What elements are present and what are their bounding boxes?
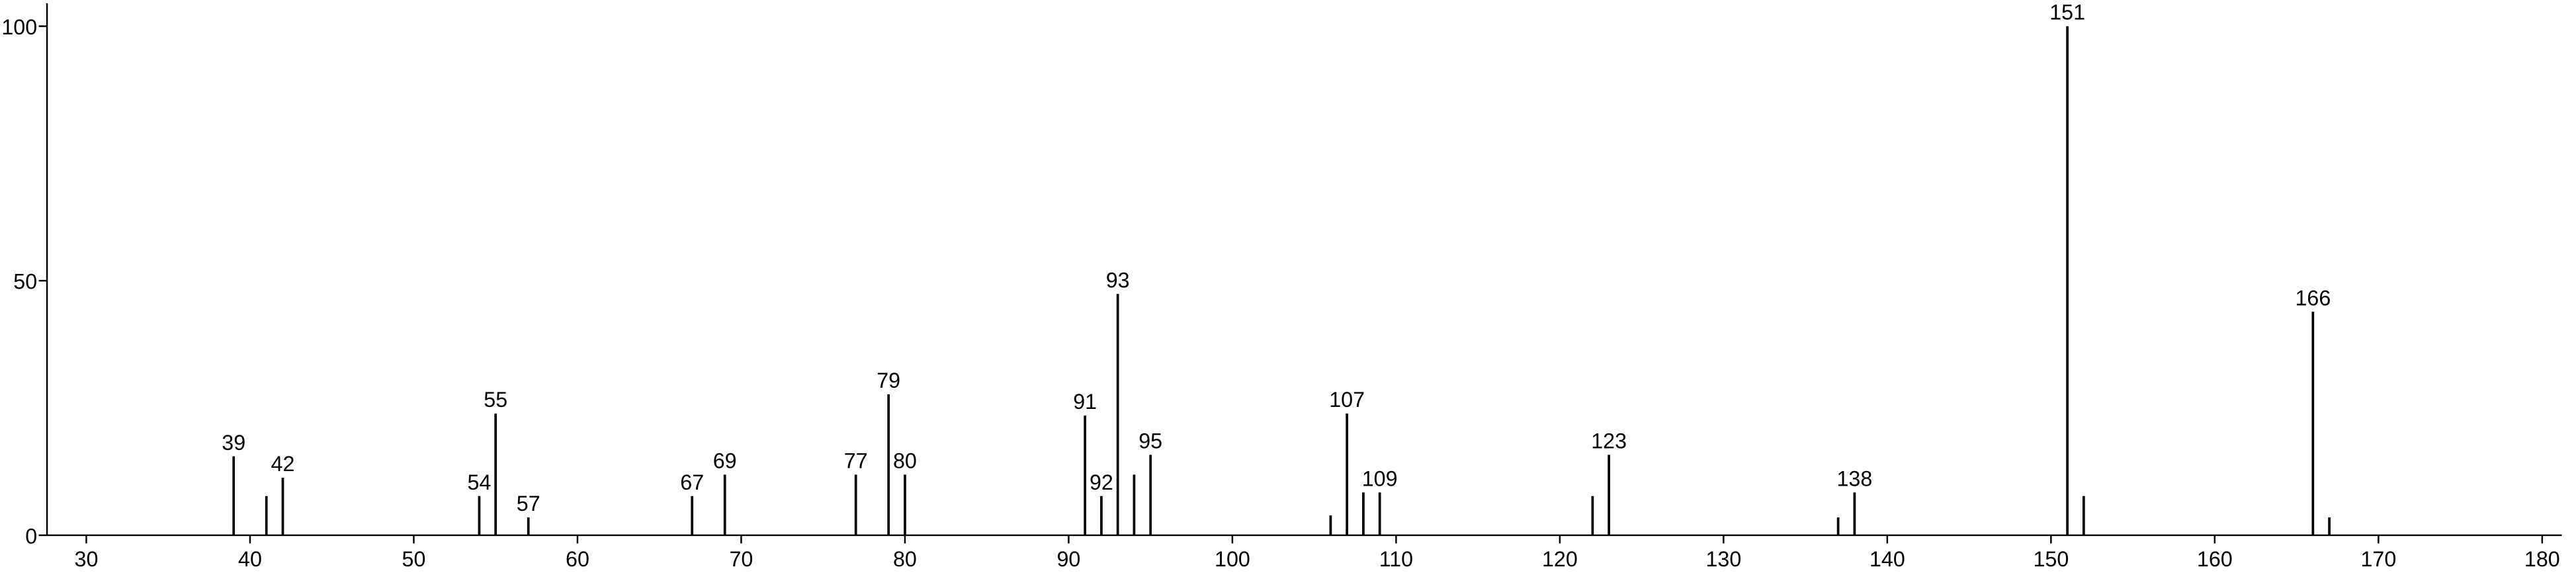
- y-tick-label: 100: [1, 15, 37, 39]
- peak-label: 79: [877, 369, 900, 392]
- peak-label: 77: [844, 449, 868, 472]
- x-tick-label: 50: [402, 547, 426, 571]
- x-tick-label: 80: [893, 547, 917, 571]
- x-tick-label: 180: [2524, 547, 2560, 571]
- x-tick-label: 120: [1542, 547, 1578, 571]
- peak-label: 138: [1836, 466, 1872, 490]
- peak-label: 92: [1090, 470, 1113, 494]
- peak-label: 95: [1138, 429, 1162, 453]
- x-tick-label: 160: [2197, 547, 2233, 571]
- x-tick-label: 90: [1056, 547, 1080, 571]
- peak-label: 166: [2295, 286, 2331, 310]
- x-tick-label: 40: [238, 547, 262, 571]
- x-tick-label: 170: [2360, 547, 2396, 571]
- x-tick-label: 150: [2033, 547, 2069, 571]
- x-tick-label: 30: [75, 547, 99, 571]
- peak-label: 42: [271, 452, 295, 476]
- peak-label: 57: [517, 492, 540, 515]
- x-tick-label: 60: [566, 547, 589, 571]
- y-tick-label: 0: [25, 524, 37, 548]
- peak-label: 69: [713, 449, 737, 472]
- x-tick-label: 130: [1705, 547, 1741, 571]
- peak-label: 107: [1329, 388, 1365, 412]
- peak-label: 67: [680, 470, 704, 494]
- peak-label: 39: [222, 431, 245, 455]
- x-tick-label: 140: [1869, 547, 1905, 571]
- peak-label: 80: [893, 449, 917, 472]
- y-tick-label: 50: [13, 270, 37, 294]
- peak-label: 151: [2049, 1, 2085, 24]
- x-tick-label: 70: [730, 547, 753, 571]
- x-tick-label: 110: [1379, 547, 1413, 571]
- peak-label: 123: [1591, 429, 1627, 453]
- peak-label: 91: [1073, 390, 1097, 414]
- peak-label: 93: [1106, 268, 1130, 292]
- x-tick-label: 100: [1215, 547, 1250, 571]
- peak-label: 55: [484, 388, 507, 412]
- peak-label: 54: [468, 470, 492, 494]
- peak-label: 109: [1362, 466, 1398, 490]
